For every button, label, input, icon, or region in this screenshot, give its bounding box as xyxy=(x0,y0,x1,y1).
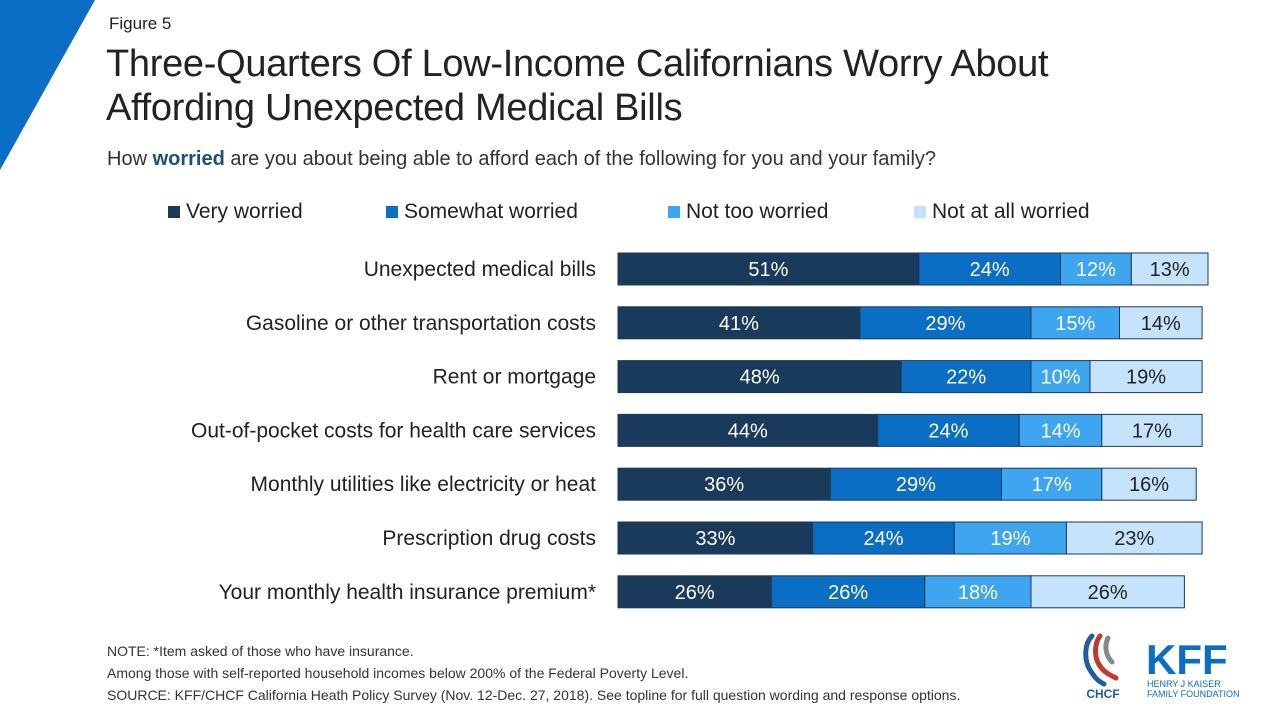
subtitle-after: are you about being able to afford each … xyxy=(224,148,937,170)
bar-segment-somewhat-worried xyxy=(770,575,926,609)
bar-segment-somewhat-worried xyxy=(877,413,1020,447)
chart-title-line-2: Affording Unexpected Medical Bills xyxy=(106,87,683,129)
chcf-logo-text: CHCF xyxy=(1086,687,1119,701)
subtitle-before: How xyxy=(107,148,153,170)
bar-segment-very-worried xyxy=(617,413,879,447)
bar-segment-very-worried xyxy=(617,306,861,340)
data-label-not-too-worried: 10% xyxy=(1040,367,1080,389)
data-label-not-at-all-worried: 19% xyxy=(1126,367,1166,389)
legend-swatch-somewhat-worried xyxy=(386,206,398,218)
legend-item-somewhat-worried: Somewhat worried xyxy=(386,200,578,224)
kff-logo: KFF HENRY J KAISER FAMILY FOUNDATION xyxy=(1146,636,1240,699)
data-label-not-at-all-worried: 13% xyxy=(1150,259,1190,281)
data-label-somewhat-worried: 24% xyxy=(970,259,1010,281)
legend-label-very-worried: Very worried xyxy=(186,200,303,223)
bar-segment-somewhat-worried xyxy=(812,521,955,555)
data-label-not-too-worried: 19% xyxy=(990,528,1030,550)
data-label-very-worried: 51% xyxy=(748,259,788,281)
data-label-very-worried: 33% xyxy=(695,528,735,550)
data-label-not-at-all-worried: 26% xyxy=(1088,582,1128,604)
legend-swatch-not-at-all-worried xyxy=(914,206,926,218)
kff-logo-subline-1: HENRY J KAISER xyxy=(1147,679,1221,689)
data-label-very-worried: 44% xyxy=(728,420,768,442)
data-label-somewhat-worried: 24% xyxy=(928,420,968,442)
footer-note: NOTE: *Item asked of those who have insu… xyxy=(107,643,414,659)
category-label: Gasoline or other transportation costs xyxy=(246,312,596,335)
bar-segment-somewhat-worried xyxy=(859,306,1032,340)
data-label-somewhat-worried: 29% xyxy=(896,474,936,496)
footer-population: Among those with self-reported household… xyxy=(107,665,689,681)
chcf-logo: CHCF xyxy=(1083,633,1120,701)
bar-segment-very-worried xyxy=(617,575,772,609)
kff-logo-subline-2: FAMILY FOUNDATION xyxy=(1147,689,1240,699)
data-label-not-too-worried: 18% xyxy=(958,582,998,604)
chart-title-line-1: Three-Quarters Of Low-Income Californian… xyxy=(106,43,1049,85)
bar-segment-not-too-worried xyxy=(1030,360,1091,394)
legend-label-somewhat-worried: Somewhat worried xyxy=(404,200,578,223)
bar-segment-very-worried xyxy=(617,521,814,555)
data-label-very-worried: 48% xyxy=(740,367,780,389)
legend-item-not-too-worried: Not too worried xyxy=(668,200,828,224)
legend-item-very-worried: Very worried xyxy=(168,200,303,224)
bar-segment-not-too-worried xyxy=(1018,413,1103,447)
bar-segment-somewhat-worried xyxy=(918,252,1062,286)
data-label-very-worried: 36% xyxy=(704,474,744,496)
bar-segment-not-at-all-worried xyxy=(1030,575,1185,609)
bar-segment-not-too-worried xyxy=(1060,252,1132,286)
data-label-not-too-worried: 12% xyxy=(1076,259,1116,281)
bar-segment-not-at-all-worried xyxy=(1089,360,1203,394)
data-label-somewhat-worried: 26% xyxy=(828,582,868,604)
data-label-somewhat-worried: 24% xyxy=(863,528,903,550)
data-label-not-at-all-worried: 23% xyxy=(1114,528,1154,550)
data-label-very-worried: 26% xyxy=(675,582,715,604)
category-label: Rent or mortgage xyxy=(433,366,596,389)
category-label: Prescription drug costs xyxy=(382,527,596,550)
footer-source: SOURCE: KFF/CHCF California Heath Policy… xyxy=(107,687,961,703)
figure-label: Figure 5 xyxy=(109,14,172,33)
chart-footer: NOTE: *Item asked of those who have insu… xyxy=(107,640,960,706)
subtitle-emphasis: worried xyxy=(152,148,225,170)
category-label: Unexpected medical bills xyxy=(364,258,596,281)
kff-logo-text: KFF xyxy=(1146,636,1228,683)
bar-segment-not-at-all-worried xyxy=(1119,306,1203,340)
bar-segment-somewhat-worried xyxy=(900,360,1032,394)
data-label-somewhat-worried: 29% xyxy=(925,313,965,335)
legend-item-not-at-all-worried: Not at all worried xyxy=(914,200,1090,224)
data-label-somewhat-worried: 22% xyxy=(946,367,986,389)
data-label-not-too-worried: 15% xyxy=(1055,313,1095,335)
bar-segment-not-at-all-worried xyxy=(1101,413,1203,447)
bar-segment-not-at-all-worried xyxy=(1101,467,1197,501)
category-label: Your monthly health insurance premium* xyxy=(219,581,596,604)
bar-segment-not-too-worried xyxy=(1030,306,1120,340)
data-label-not-at-all-worried: 16% xyxy=(1129,474,1169,496)
data-label-not-too-worried: 14% xyxy=(1040,420,1080,442)
legend-label-not-too-worried: Not too worried xyxy=(686,200,829,223)
category-label: Out-of-pocket costs for health care serv… xyxy=(191,419,596,442)
corner-decoration xyxy=(0,0,95,170)
data-label-not-too-worried: 17% xyxy=(1032,474,1072,496)
data-label-not-at-all-worried: 14% xyxy=(1141,313,1181,335)
bar-segment-not-too-worried xyxy=(953,521,1067,555)
chart-title: Three-Quarters Of Low-Income Californian… xyxy=(106,42,1226,130)
chart-subtitle: How worried are you about being able to … xyxy=(107,148,936,171)
legend-swatch-not-too-worried xyxy=(668,206,680,218)
bar-segment-very-worried xyxy=(617,360,902,394)
bar-segment-not-at-all-worried xyxy=(1065,521,1203,555)
data-label-very-worried: 41% xyxy=(719,313,759,335)
category-label: Monthly utilities like electricity or he… xyxy=(251,473,597,496)
bar-segment-not-at-all-worried xyxy=(1130,252,1209,286)
bar-segment-very-worried xyxy=(617,252,920,286)
data-label-not-at-all-worried: 17% xyxy=(1132,420,1172,442)
legend-swatch-very-worried xyxy=(168,206,180,218)
bar-segment-very-worried xyxy=(617,467,831,501)
chart-legend: Very worried Somewhat worried Not too wo… xyxy=(0,200,1280,226)
legend-label-not-at-all-worried: Not at all worried xyxy=(932,200,1090,223)
